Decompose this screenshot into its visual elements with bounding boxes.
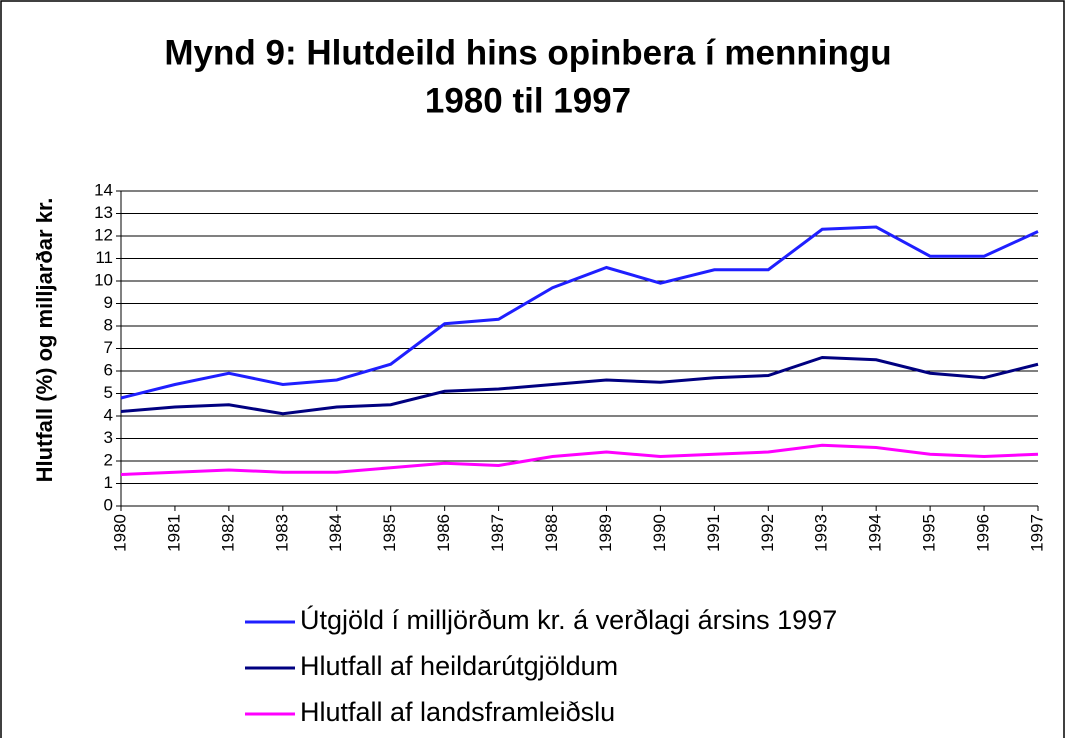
x-tick-label: 1993 <box>812 514 831 552</box>
x-tick-label: 1992 <box>758 514 777 552</box>
x-tick-label: 1995 <box>920 514 939 552</box>
x-tick-label: 1987 <box>488 514 507 552</box>
y-tick-label: 7 <box>104 338 113 357</box>
y-tick-label: 12 <box>94 225 113 244</box>
x-tick-label: 1986 <box>434 514 453 552</box>
chart-title: 1980 til 1997 <box>425 81 631 120</box>
y-tick-label: 2 <box>104 450 113 469</box>
y-tick-label: 4 <box>104 405 113 424</box>
legend-label: Útgjöld í milljörðum kr. á verðlagi ársi… <box>300 604 837 635</box>
y-tick-label: 11 <box>95 248 113 267</box>
x-tick-label: 1981 <box>164 514 183 552</box>
chart-title: Mynd 9: Hlutdeild hins opinbera í mennin… <box>164 33 891 72</box>
series-line <box>120 443 1039 476</box>
y-tick-label: 0 <box>104 495 113 514</box>
y-tick-label: 14 <box>94 180 113 199</box>
y-tick-label: 9 <box>104 293 113 312</box>
y-tick-label: 13 <box>94 203 113 222</box>
y-tick-label: 6 <box>104 360 113 379</box>
x-tick-label: 1988 <box>542 514 561 552</box>
y-tick-label: 1 <box>104 473 113 492</box>
x-tick-label: 1983 <box>272 514 291 552</box>
x-tick-label: 1989 <box>596 514 615 552</box>
legend-label: Hlutfall af heildarútgjöldum <box>300 651 618 681</box>
x-tick-label: 1984 <box>326 514 345 552</box>
x-tick-label: 1982 <box>218 514 237 552</box>
y-tick-label: 3 <box>104 428 113 447</box>
x-tick-label: 1985 <box>380 514 399 552</box>
x-tick-label: 1991 <box>704 514 723 552</box>
y-tick-label: 5 <box>104 383 113 402</box>
legend-label: Hlutfall af landsframleiðslu <box>300 697 615 727</box>
y-axis-label: Hlutfall (%) og milljarðar kr. <box>32 198 57 483</box>
y-tick-label: 8 <box>104 315 113 334</box>
series-line <box>120 225 1039 400</box>
x-tick-label: 1996 <box>974 514 993 552</box>
x-tick-label: 1980 <box>110 514 129 552</box>
x-tick-label: 1994 <box>866 514 885 552</box>
x-tick-label: 1997 <box>1027 514 1046 552</box>
series-line <box>120 355 1039 416</box>
x-tick-label: 1990 <box>650 514 669 552</box>
y-tick-label: 10 <box>94 270 113 289</box>
